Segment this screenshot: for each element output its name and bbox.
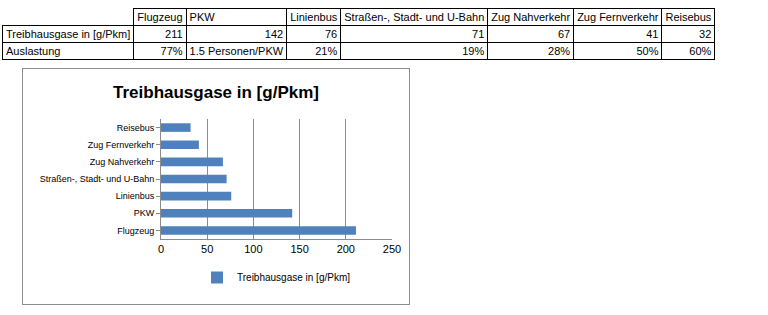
html-text:Zug Nahverkehr: Zug Nahverkehr [491, 11, 571, 23]
html-text:Auslastung: Auslastung [6, 45, 61, 57]
html-text:Flugzeug: Flugzeug [137, 11, 183, 23]
svg-text:Flugzeug: Flugzeug [117, 226, 154, 236]
html-text:77%: 77% [160, 45, 183, 57]
html-text:142: 142 [264, 28, 284, 40]
html-text:71: 71 [472, 28, 485, 40]
html-text:Straßen-, Stadt- und U-Bahn: Straßen-, Stadt- und U-Bahn [344, 11, 485, 23]
html-text:50%: 50% [636, 45, 659, 57]
svg-text:0: 0 [158, 243, 164, 255]
html-text:60%: 60% [689, 45, 712, 57]
svg-text:PKW: PKW [134, 208, 155, 218]
svg-text:Straßen-, Stadt- und U-Bahn: Straßen-, Stadt- und U-Bahn [40, 174, 155, 184]
html-text:41: 41 [646, 28, 659, 40]
html-text:Treibhausgase in [g/Pkm]: Treibhausgase in [g/Pkm] [6, 28, 131, 40]
html-text:76: 76 [325, 28, 338, 40]
html-text:Zug Fernverkehr: Zug Fernverkehr [577, 11, 659, 23]
svg-text:50: 50 [201, 243, 213, 255]
html-text:67: 67 [557, 28, 571, 40]
svg-text:Zug Nahverkehr: Zug Nahverkehr [90, 157, 155, 167]
svg-text:Treibhausgase in [g/Pkm]: Treibhausgase in [g/Pkm] [237, 272, 350, 283]
html-text:PKW: PKW [189, 11, 215, 23]
svg-text:Reisebus: Reisebus [117, 123, 155, 133]
html-text:28%: 28% [548, 45, 571, 57]
html-text:Linienbus: Linienbus [290, 11, 338, 23]
svg-text:Zug Fernverkehr: Zug Fernverkehr [88, 140, 155, 150]
svg-text:150: 150 [290, 243, 308, 255]
html-text:1.5 Personen/PKW: 1.5 Personen/PKW [189, 45, 284, 57]
html-text:32: 32 [699, 28, 712, 40]
svg-text:100: 100 [244, 243, 262, 255]
svg-text:200: 200 [337, 243, 355, 255]
html-text:211: 211 [165, 28, 183, 40]
svg-text:Treibhausgase in [g/Pkm]: Treibhausgase in [g/Pkm] [113, 83, 319, 102]
svg-text:250: 250 [383, 243, 401, 255]
html-text:19%: 19% [462, 45, 485, 57]
html-text:Reisebus: Reisebus [665, 11, 712, 23]
html-text:21%: 21% [315, 45, 338, 57]
svg-text:Linienbus: Linienbus [116, 191, 155, 201]
